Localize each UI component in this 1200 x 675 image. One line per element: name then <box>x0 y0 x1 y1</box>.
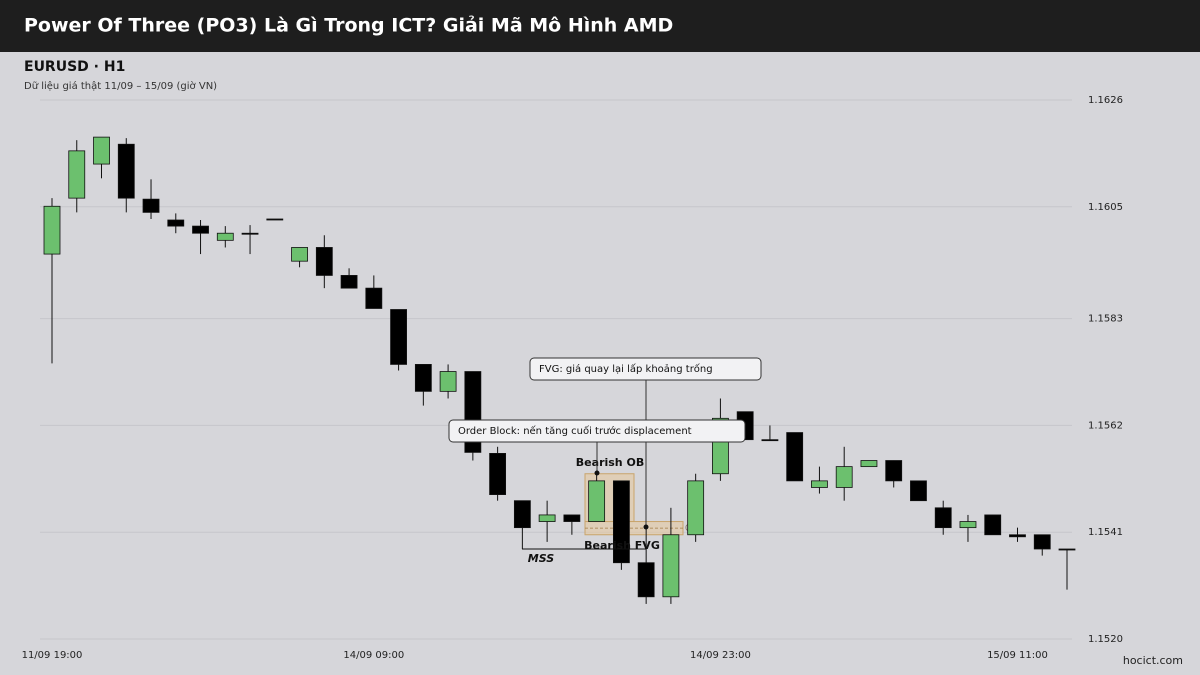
candle-body <box>390 309 407 365</box>
x-tick-label: 11/09 19:00 <box>22 650 83 661</box>
y-tick-label: 1.1562 <box>1088 420 1123 431</box>
candle-body <box>315 247 333 276</box>
callout-text: Order Block: nến tăng cuối trước displac… <box>458 425 692 437</box>
candle-body <box>266 218 284 221</box>
candle-body <box>959 521 977 529</box>
candle-body <box>340 275 358 289</box>
candle-body <box>662 534 680 598</box>
x-tick-label: 14/09 23:00 <box>690 650 751 661</box>
candle-body <box>167 219 185 227</box>
callout-box <box>448 419 746 443</box>
candle-body <box>291 247 308 262</box>
candle-body <box>1058 548 1076 551</box>
site-label: hocict.com <box>1123 654 1183 667</box>
zone <box>584 521 684 536</box>
callout-dot <box>594 470 600 476</box>
chart-subtitle: Dữ liệu giá thật 11/09 – 15/09 (giờ VN) <box>24 80 217 92</box>
x-tick-label: 14/09 09:00 <box>343 650 404 661</box>
candle-body <box>1009 534 1026 538</box>
candle-body <box>860 460 878 468</box>
chart-title: EURUSD · H1 <box>24 59 125 75</box>
candle-body <box>687 480 705 536</box>
candle-body <box>142 198 160 213</box>
candle-body <box>761 439 779 442</box>
callout-box <box>529 357 762 381</box>
y-tick-label: 1.1605 <box>1088 202 1123 213</box>
candle-body <box>588 480 606 522</box>
y-tick-label: 1.1520 <box>1088 634 1123 645</box>
zone-label: Bearish OB <box>576 456 644 469</box>
candle-body <box>43 205 61 255</box>
candle-body <box>934 507 952 529</box>
candle-body <box>489 453 507 495</box>
candle-body <box>439 371 457 392</box>
candle-body <box>538 514 556 522</box>
candle-body <box>117 143 135 199</box>
candle-body <box>513 500 531 529</box>
candle-body <box>241 232 259 235</box>
y-tick-label: 1.1541 <box>1088 527 1123 538</box>
candle-body <box>612 480 630 564</box>
y-tick-label: 1.1626 <box>1088 95 1123 106</box>
candle-body <box>563 514 581 522</box>
candle-body <box>885 460 903 482</box>
candle-body <box>1033 534 1051 550</box>
y-tick-label: 1.1583 <box>1088 314 1123 325</box>
candle-body <box>216 232 234 241</box>
candle-body <box>835 466 853 488</box>
x-tick-label: 15/09 11:00 <box>987 650 1048 661</box>
callout-text: FVG: giá quay lại lấp khoảng trống <box>539 363 713 375</box>
candle-body <box>637 562 655 598</box>
page-title: Power Of Three (PO3) Là Gì Trong ICT? Gi… <box>24 15 673 37</box>
candle-body <box>365 287 383 309</box>
candle-body <box>811 480 828 488</box>
candle-body <box>910 480 927 502</box>
candle-body <box>68 150 86 199</box>
candle-body <box>414 364 432 392</box>
level-label: MSS <box>528 552 554 565</box>
zone-label: Bearish FVG <box>584 539 660 552</box>
candle-body <box>192 225 209 234</box>
header-bar <box>0 0 1200 52</box>
candle-body <box>984 514 1002 536</box>
candle-body <box>93 136 110 165</box>
candle-body <box>786 432 804 482</box>
callout-dot <box>643 524 649 530</box>
